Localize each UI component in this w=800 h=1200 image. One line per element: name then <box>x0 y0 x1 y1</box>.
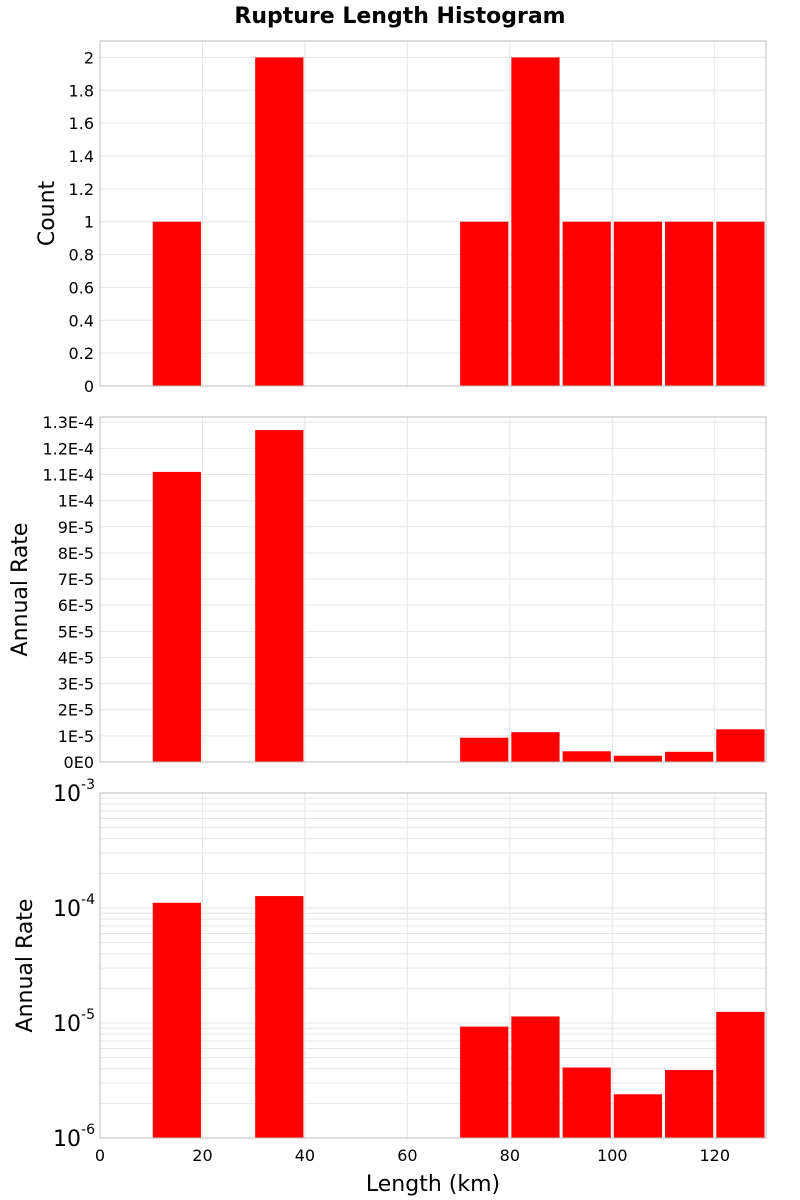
rate-log-axis-label: Annual Rate <box>13 899 38 1033</box>
y-tick-label: 0 <box>84 377 94 396</box>
histogram-bar <box>460 1026 509 1138</box>
x-tick-label: 100 <box>597 1146 628 1165</box>
y-tick-label: 1.2E-4 <box>42 439 94 458</box>
count-axis-label: Count <box>35 180 60 246</box>
y-tick-label: 1.8 <box>69 81 94 100</box>
x-tick-label: 40 <box>295 1146 315 1165</box>
x-tick-label: 120 <box>699 1146 730 1165</box>
panel-rate-log: 10-6 10-5 10-4 10-3 Annual Rate <box>13 777 767 1152</box>
y-tick-label: 10-6 <box>53 1122 95 1152</box>
panel-count: 0 0.2 0.4 0.6 0.8 1 1.2 1.4 1.6 1.8 2 Count <box>35 40 767 396</box>
histogram-bar <box>665 751 714 762</box>
y-tick-label: 8E-5 <box>58 544 94 563</box>
y-tick-label: 0.6 <box>69 278 94 297</box>
y-tick-label: 7E-5 <box>58 570 94 589</box>
panel-rate-log-frame <box>99 792 767 1139</box>
x-tick-label: 80 <box>500 1146 520 1165</box>
histogram-bar <box>613 755 663 762</box>
histogram-bar <box>152 471 201 762</box>
chart-title: Rupture Length Histogram <box>234 4 565 29</box>
rate-linear-axis-label: Annual Rate <box>8 523 33 657</box>
x-tick-label: 60 <box>397 1146 417 1165</box>
y-tick-label: 1 <box>84 213 94 232</box>
y-tick-label: 1E-4 <box>58 492 94 511</box>
y-tick-label: 10-3 <box>53 777 95 807</box>
y-tick-label: 1.6 <box>69 114 94 133</box>
histogram-bar <box>716 1011 765 1138</box>
histogram-bar <box>511 1016 560 1138</box>
y-tick-label: 5E-5 <box>58 622 94 641</box>
histogram-bar <box>460 737 509 762</box>
panel-rate-linear: 0E0 1E-5 2E-5 3E-5 4E-5 5E-5 6E-5 7E-5 8E-5 9E-5 1… <box>8 413 767 772</box>
y-tick-label: 1.1E-4 <box>42 466 94 485</box>
panel-rate-linear-frame <box>99 416 767 763</box>
y-tick-label: 2 <box>84 48 94 67</box>
histogram-bar <box>511 732 560 762</box>
y-tick-label: 1E-5 <box>58 727 94 746</box>
y-tick-label: 1.4 <box>69 147 94 166</box>
histogram-bar <box>511 57 560 387</box>
x-axis-ticks: 0 20 40 60 80 100 120 <box>95 1146 730 1165</box>
histogram-bar <box>255 430 304 762</box>
histogram-bar <box>716 729 765 762</box>
histogram-bar <box>665 221 714 386</box>
histogram-bar <box>613 1094 663 1138</box>
x-axis-label: Length (km) <box>366 1172 500 1197</box>
y-tick-label: 3E-5 <box>58 675 94 694</box>
y-tick-label: 4E-5 <box>58 648 94 667</box>
histogram-bar <box>562 1067 611 1138</box>
x-tick-label: 20 <box>192 1146 212 1165</box>
y-tick-label: 0.4 <box>69 311 94 330</box>
histogram-bar <box>665 1070 714 1138</box>
histogram-bar <box>562 751 611 762</box>
y-tick-label: 2E-5 <box>58 701 94 720</box>
y-tick-label: 0E0 <box>64 753 94 772</box>
panel-count-frame <box>99 40 767 387</box>
x-tick-label: 0 <box>95 1146 105 1165</box>
y-tick-label: 0.2 <box>69 344 94 363</box>
histogram-bar <box>562 221 611 386</box>
histogram-bar <box>255 896 304 1138</box>
histogram-bar <box>152 221 201 386</box>
histogram-bar <box>716 221 765 386</box>
y-tick-label: 6E-5 <box>58 596 94 615</box>
y-tick-label: 10-4 <box>53 892 95 922</box>
histogram-bar <box>613 221 663 386</box>
y-tick-label: 1.2 <box>69 180 94 199</box>
histogram-bar <box>255 57 304 387</box>
y-tick-label: 1.3E-4 <box>42 413 94 432</box>
y-tick-label: 0.8 <box>69 246 94 265</box>
histogram-bar <box>152 902 201 1138</box>
y-tick-label: 9E-5 <box>58 518 94 537</box>
y-tick-label: 10-5 <box>53 1007 95 1037</box>
histogram-bar <box>460 221 509 386</box>
